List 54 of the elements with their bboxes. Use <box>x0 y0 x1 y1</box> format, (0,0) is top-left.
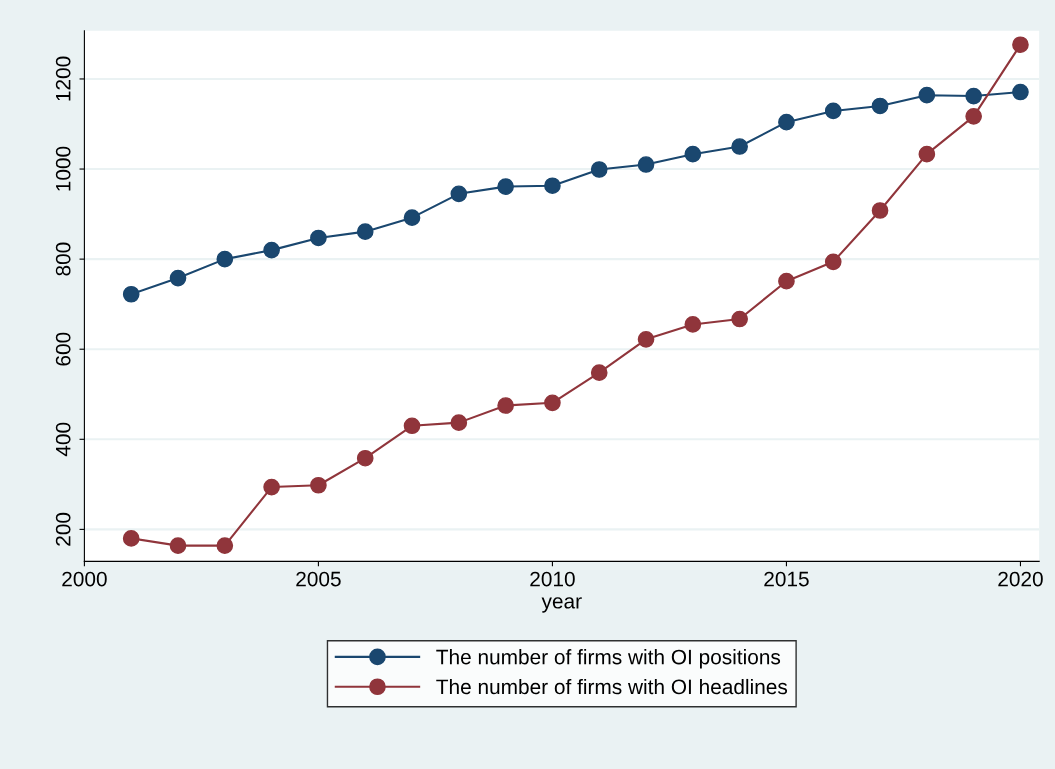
point <box>310 229 327 247</box>
point <box>1012 83 1029 101</box>
point <box>918 86 936 104</box>
point <box>731 310 748 328</box>
point <box>1012 36 1029 54</box>
point <box>590 161 608 178</box>
point <box>216 537 234 554</box>
point <box>965 87 982 105</box>
point <box>871 202 889 219</box>
point <box>778 272 795 290</box>
point <box>824 102 842 120</box>
point <box>403 417 421 435</box>
point <box>263 478 280 496</box>
point <box>824 253 842 271</box>
point <box>497 397 514 414</box>
point <box>122 285 140 303</box>
point <box>122 530 140 547</box>
point <box>684 316 702 333</box>
y-tick-label: 1200 <box>55 56 71 101</box>
point <box>263 241 280 259</box>
point <box>310 476 327 494</box>
point <box>216 250 234 268</box>
y-tick-label: 200 <box>55 512 71 546</box>
point <box>356 449 374 467</box>
x-tick-label: 2015 <box>764 571 809 587</box>
point <box>637 156 655 173</box>
point <box>450 414 468 431</box>
legend-label: The number of firms with OI headlines <box>436 678 788 695</box>
point <box>403 209 421 227</box>
point <box>731 138 748 155</box>
point <box>169 269 187 287</box>
point <box>778 113 795 131</box>
point <box>169 537 187 554</box>
x-axis-title: year <box>541 597 582 613</box>
point <box>637 330 655 348</box>
y-tick-label: 800 <box>55 242 71 276</box>
y-tick-label: 400 <box>55 422 71 457</box>
point <box>544 394 561 412</box>
point <box>356 223 374 240</box>
x-tick-label: 2010 <box>530 571 575 587</box>
point <box>684 145 702 163</box>
point <box>497 178 514 195</box>
legend-label: The number of firms with OI positions <box>436 649 781 669</box>
point <box>590 364 608 381</box>
point <box>450 185 468 203</box>
x-tick-label: 2005 <box>296 571 341 587</box>
y-tick-label: 600 <box>55 332 71 366</box>
point <box>965 108 982 125</box>
y-tick-label: 1000 <box>55 146 71 191</box>
point <box>918 145 936 163</box>
x-tick-label: 2020 <box>998 571 1043 587</box>
point <box>544 177 561 195</box>
point <box>871 97 889 115</box>
x-tick-label: 2000 <box>62 571 107 587</box>
